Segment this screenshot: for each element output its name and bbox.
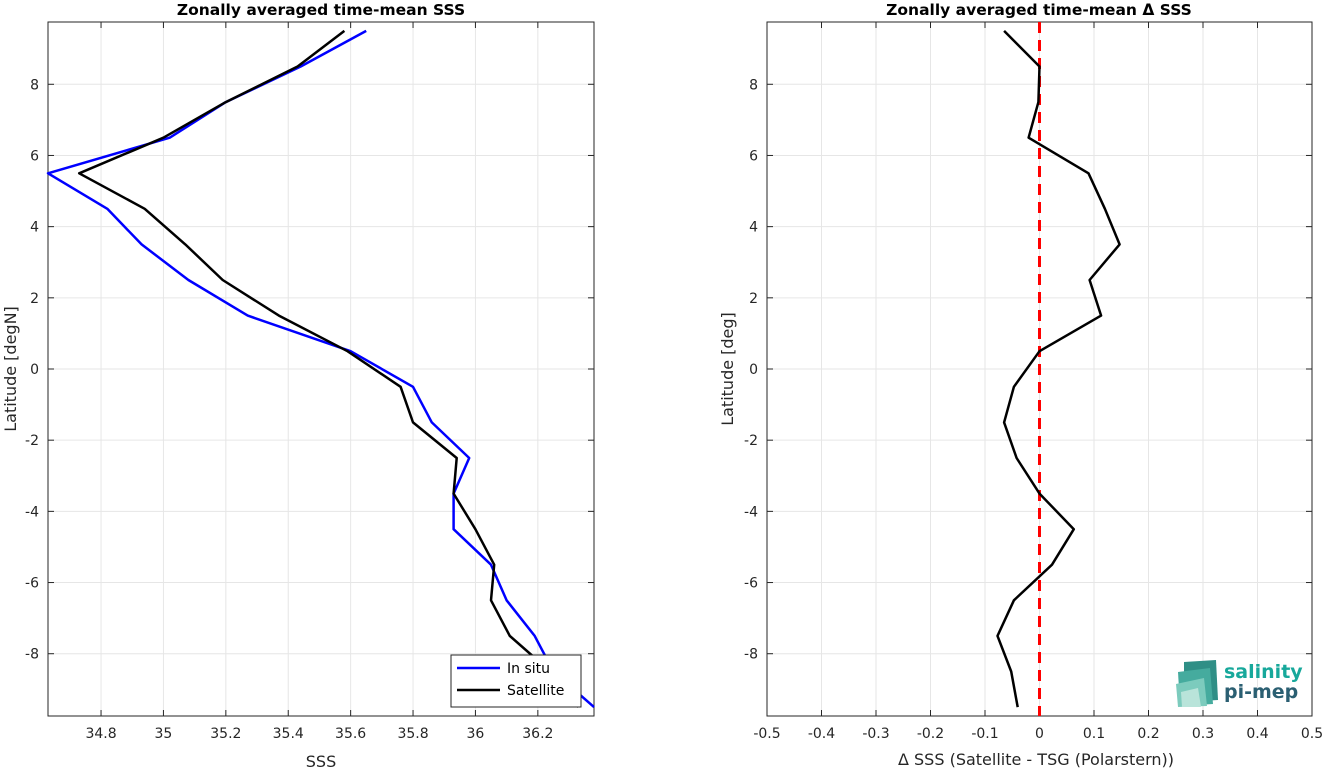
x-tick-label: 0.4 — [1246, 726, 1268, 742]
x-tick-label: -0.2 — [917, 726, 944, 742]
x-tick-label: 35 — [155, 726, 173, 742]
x-tick-label: 0 — [1035, 726, 1044, 742]
y-tick-label: 2 — [749, 291, 758, 307]
logo-text-salinity: salinity — [1224, 661, 1303, 683]
y-tick-label: 8 — [749, 77, 758, 93]
y-tick-label: -8 — [25, 647, 39, 663]
delta-sss-ticks: -0.5 -0.4 -0.3 -0.2 -0.1 0 0.1 0.2 0.3 0.4 0.5 -8 -6… — [744, 22, 1323, 742]
x-tick-label: 0.2 — [1137, 726, 1159, 742]
delta-sss-panel: -0.5 -0.4 -0.3 -0.2 -0.1 0 0.1 0.2 0.3 0.4 0.5 -8 -6… — [718, 1, 1323, 769]
x-tick-label: -0.1 — [971, 726, 998, 742]
y-tick-label: 8 — [30, 77, 39, 93]
x-tick-label: 34.8 — [85, 726, 116, 742]
y-tick-label: 6 — [749, 148, 758, 164]
x-tick-label: 35.6 — [335, 726, 366, 742]
y-tick-label: 4 — [749, 220, 758, 236]
legend-label-in-situ: In situ — [507, 661, 550, 677]
salinity-pi-mep-logo: salinity pi-mep — [1176, 660, 1303, 707]
y-tick-label: -6 — [744, 576, 758, 592]
x-tick-label: -0.4 — [808, 726, 835, 742]
x-tick-label: 36.2 — [522, 726, 553, 742]
sss-legend: In situ Satellite — [450, 654, 582, 708]
delta-sss-series — [996, 30, 1121, 708]
x-tick-label: 0.1 — [1083, 726, 1105, 742]
sss-grid — [48, 22, 594, 716]
sss-ticks: 34.8 35 35.2 35.4 35.6 35.8 36 36.2 -8 -6 -4 -2 0 2 4 6… — [25, 22, 594, 742]
y-tick-label: -6 — [25, 576, 39, 592]
series-line-delta — [996, 30, 1121, 708]
x-tick-label: -0.5 — [753, 726, 780, 742]
delta-sss-x-axis-label: Δ SSS (Satellite - TSG (Polarstern)) — [898, 750, 1174, 769]
x-tick-label: -0.3 — [862, 726, 889, 742]
x-tick-label: 35.4 — [273, 726, 304, 742]
legend-box — [450, 654, 582, 708]
sss-panel: 34.8 35 35.2 35.4 35.6 35.8 36 36.2 -8 -6 -4 -2 0 2 4 6… — [1, 1, 595, 769]
logo-text-pi-mep: pi-mep — [1224, 681, 1298, 703]
y-tick-label: -2 — [25, 433, 39, 449]
sss-series — [46, 29, 595, 709]
x-tick-label: 0.5 — [1301, 726, 1323, 742]
delta-sss-y-axis-label: Latitude [deg] — [718, 312, 737, 426]
x-tick-label: 35.2 — [210, 726, 241, 742]
sss-y-axis-label: Latitude [degN] — [1, 306, 20, 432]
y-tick-label: 0 — [30, 362, 39, 378]
y-tick-label: 6 — [30, 148, 39, 164]
y-tick-label: 4 — [30, 220, 39, 236]
sss-chart-title: Zonally averaged time-mean SSS — [177, 1, 465, 19]
x-tick-label: 0.3 — [1192, 726, 1214, 742]
delta-sss-chart-title: Zonally averaged time-mean Δ SSS — [886, 1, 1192, 19]
y-tick-label: 0 — [749, 362, 758, 378]
y-tick-label: 2 — [30, 291, 39, 307]
x-tick-label: 35.8 — [397, 726, 428, 742]
x-tick-label: 36 — [467, 726, 485, 742]
legend-label-satellite: Satellite — [507, 683, 564, 699]
y-tick-label: -4 — [744, 504, 758, 520]
sss-x-axis-label: SSS — [306, 752, 336, 769]
y-tick-label: -4 — [25, 504, 39, 520]
series-line-satellite — [77, 29, 580, 708]
y-tick-label: -8 — [744, 647, 758, 663]
logo-wave-icon — [1176, 660, 1218, 707]
y-tick-label: -2 — [744, 433, 758, 449]
